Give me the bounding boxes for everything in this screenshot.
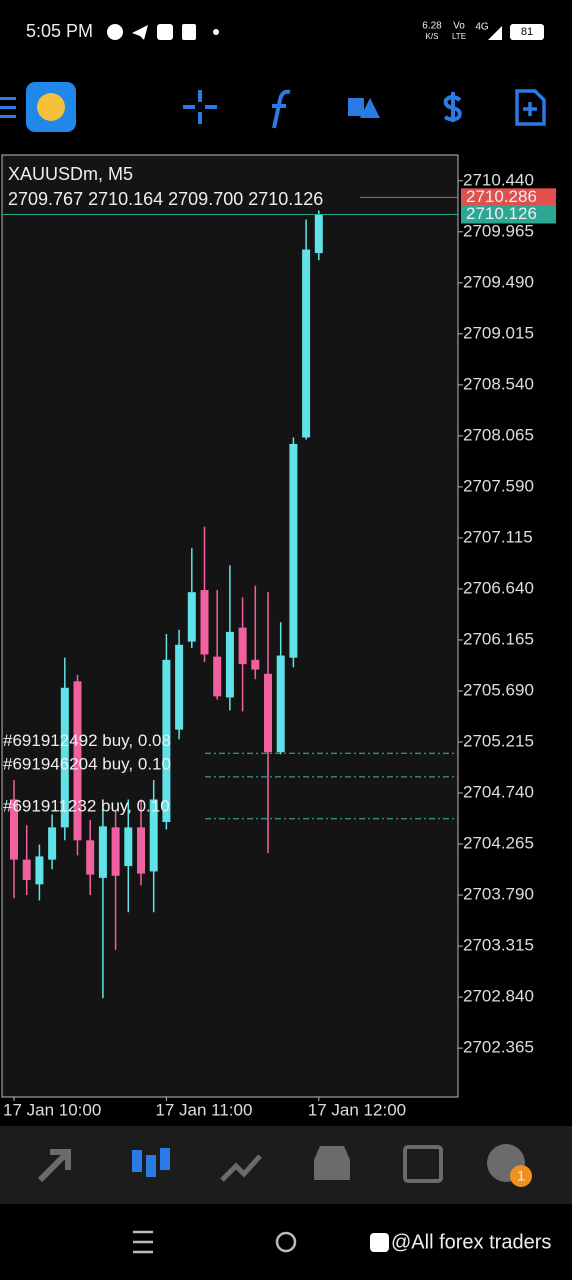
volte: LTE: [452, 32, 466, 41]
nav-menu[interactable]: [133, 1230, 153, 1254]
indicator-icon[interactable]: [272, 89, 291, 129]
battery-level: 81: [521, 26, 533, 38]
icon: [182, 24, 196, 40]
net-speed: 6.28: [422, 21, 442, 32]
y-tick-label: 2702.840: [463, 987, 534, 1006]
signal-icon: [488, 26, 502, 40]
candle-body: [137, 827, 145, 874]
battery-icon: [510, 24, 544, 40]
toolbar: [0, 82, 546, 132]
price-tag-label: 2710.126: [466, 204, 537, 223]
new-order-icon[interactable]: [515, 89, 546, 126]
candle-body: [73, 681, 82, 841]
history-tab[interactable]: [314, 1146, 350, 1180]
trade-icon[interactable]: [443, 92, 462, 122]
status-time: 5:05 PM: [26, 21, 93, 41]
icon: [107, 24, 123, 40]
icon: [213, 29, 219, 35]
status-icons: [107, 24, 219, 40]
candle-body: [111, 827, 120, 876]
candle-body: [302, 249, 311, 438]
candle-body: [48, 827, 57, 860]
ohlc-info: 2709.767 2710.164 2709.700 2710.126: [8, 189, 323, 209]
plot: 2710.440 2709.965 2709.490 2709.015 2708.540…: [2, 170, 556, 1119]
facebook-icon: [370, 1233, 389, 1252]
bottom-tabs: [0, 1126, 572, 1204]
icon: [160, 1148, 170, 1170]
volte: Vo: [453, 21, 465, 32]
menu-icon: [0, 106, 16, 109]
y-tick-label: 2704.265: [463, 834, 534, 853]
x-tick-label: 17 Jan 11:00: [155, 1100, 252, 1119]
menu-icon[interactable]: [0, 97, 16, 100]
y-tick-label: 2702.365: [463, 1038, 534, 1057]
x-tick-label: 17 Jan 10:00: [3, 1100, 101, 1119]
y-tick-label: 2709.015: [463, 323, 534, 342]
candle-body: [251, 659, 260, 670]
price-tag-label: 2710.286: [466, 187, 537, 206]
candle-body: [86, 840, 95, 875]
y-tick-label: 2708.540: [463, 374, 534, 393]
candle-body: [276, 655, 285, 753]
quotes-tab[interactable]: [37, 1149, 71, 1183]
candle-body: [60, 687, 69, 828]
icon: [132, 1150, 142, 1172]
price-tag: [461, 188, 556, 207]
candle-body: [187, 592, 196, 642]
x-tick-label: 17 Jan 12:00: [308, 1100, 406, 1119]
y-tick-label: 2709.490: [463, 272, 534, 291]
candle-body: [124, 827, 133, 867]
candle-body: [10, 799, 18, 860]
candle-body: [22, 859, 31, 881]
y-tick-label: 2709.965: [463, 221, 534, 240]
chart-tab[interactable]: [132, 1148, 170, 1177]
candle-body: [162, 659, 171, 823]
y-tick-label: 2710.440: [463, 170, 534, 189]
price-tag: [461, 205, 556, 224]
y-tick-label: 2703.315: [463, 936, 534, 955]
trade-tab[interactable]: [220, 1154, 262, 1182]
candle-body: [314, 214, 323, 254]
candle-body: [149, 799, 158, 872]
net-speed-unit: K/S: [426, 32, 439, 41]
y-tick-label: 2705.690: [463, 680, 534, 699]
y-tick-label: 2708.065: [463, 425, 534, 444]
y-tick-label: 2707.115: [463, 527, 533, 546]
icon: [157, 24, 173, 40]
candle-body: [238, 627, 247, 665]
candle-body: [175, 644, 184, 730]
badge-count: 1: [517, 1168, 525, 1184]
menu-icon: [0, 115, 16, 118]
y-tick-label: 2703.790: [463, 885, 534, 904]
order-label: #691912492 buy, 0.08: [3, 731, 171, 750]
y-tick-label: 2704.740: [463, 783, 534, 802]
y-tick-label: 2706.165: [463, 629, 534, 648]
icon: [132, 25, 148, 40]
y-tick-label: 2705.215: [463, 731, 534, 750]
candle-body: [289, 443, 298, 658]
news-tab[interactable]: [403, 1145, 443, 1183]
order-label: #691911232 buy, 0.10: [3, 796, 170, 815]
y-tick-label: 2707.590: [463, 476, 534, 495]
candle-body: [264, 673, 272, 753]
network-type: 4G: [475, 22, 489, 33]
icon: [146, 1155, 156, 1177]
y-tick-label: 2706.640: [463, 578, 534, 597]
nav-home[interactable]: [275, 1231, 297, 1253]
chart-title: XAUUSDm, M5: [8, 164, 133, 184]
candle-body: [35, 856, 44, 885]
candle-body: [225, 631, 234, 698]
watermark: @All forex traders: [391, 1231, 551, 1253]
candle-body: [200, 590, 209, 655]
order-label: #691946204 buy, 0.10: [3, 754, 171, 773]
badge: [510, 1165, 532, 1187]
candle-body: [98, 826, 107, 878]
crosshair-icon[interactable]: [183, 90, 217, 124]
tab-icons: [37, 1144, 532, 1187]
app-logo: [37, 93, 65, 121]
candle-body: [213, 656, 222, 697]
objects-icon[interactable]: [348, 98, 380, 118]
